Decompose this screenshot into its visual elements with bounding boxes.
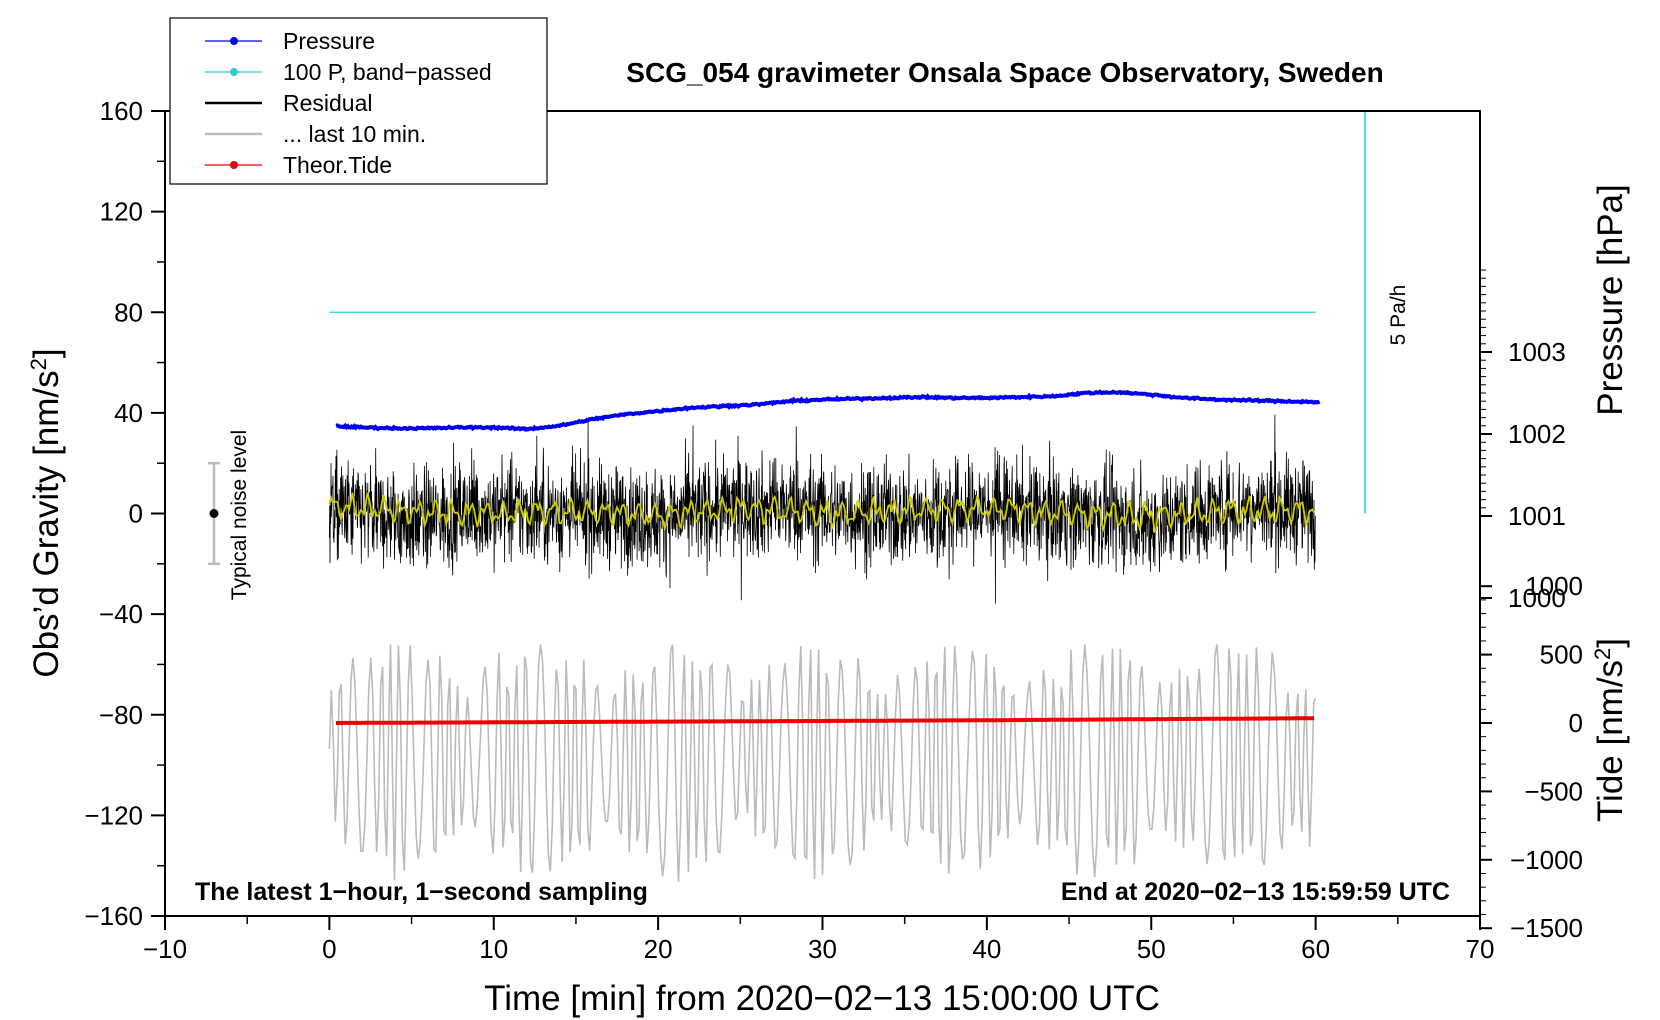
x-tick-label: 0 [322, 934, 336, 964]
series-last-10-min [328, 644, 1317, 882]
pressure-tick-label: 1001 [1508, 501, 1566, 531]
noise-label: Typical noise level [228, 430, 251, 600]
rate-label: 5 Pa/h [1387, 285, 1410, 346]
x-tick-label: 60 [1301, 934, 1330, 964]
series-theor-tide [335, 716, 1315, 725]
tide-tick-label: 0 [1569, 708, 1583, 738]
pressure-tick-label: 1002 [1508, 419, 1566, 449]
x-tick-label: 10 [479, 934, 508, 964]
y-tick-label: 160 [100, 96, 143, 126]
y-tick-label: −120 [84, 800, 143, 830]
series-pressure [335, 389, 1321, 432]
x-tick-label: 50 [1137, 934, 1166, 964]
tide-tick-label: −1000 [1510, 845, 1583, 875]
pressure-tick-label: 1003 [1508, 337, 1566, 367]
pressure-tick-label: 1000 [1508, 583, 1566, 613]
legend-label: Pressure [283, 28, 375, 54]
ticks-layer: −10 0 10 20 30 40 50 60 70 −160 −120 −80 −40 0 40 80 120… [84, 96, 1583, 964]
chart-title: SCG_054 gravimeter Onsala Space Observat… [626, 57, 1383, 88]
sampling-note: The latest 1−hour, 1−second sampling [195, 878, 648, 906]
tide-axis-label-sup: 2 [1590, 648, 1615, 660]
noise-dot [209, 509, 219, 518]
tide-axis-label-close: ] [1591, 638, 1630, 648]
legend-marker [230, 161, 238, 169]
x-tick-label: 40 [972, 934, 1001, 964]
x-tick-label: 30 [808, 934, 837, 964]
tide-tick-label: 500 [1540, 640, 1583, 670]
legend: Pressure 100 P, band−passed Residual ... la… [169, 17, 548, 185]
y-tick-label: 40 [114, 398, 143, 428]
series-residual [329, 414, 1316, 604]
tide-axis-label: Tide [nm/s2] [1590, 638, 1630, 822]
legend-label: 100 P, band−passed [283, 59, 492, 85]
x-tick-label: −10 [143, 934, 187, 964]
tide-tick-label: 1000 [1525, 571, 1583, 601]
legend-label: Residual [283, 90, 373, 116]
y-axis-label-close: ] [27, 348, 66, 358]
end-time-note: End at 2020−02−13 15:59:59 UTC [1061, 878, 1450, 906]
tide-axis-label-main: Tide [nm/s [1591, 660, 1630, 822]
y-tick-label: −160 [84, 901, 143, 931]
y-axis-label: Obs’d Gravity [nm/s2] [26, 348, 66, 677]
y-tick-label: −40 [99, 599, 143, 629]
annotation-layer [208, 111, 1366, 566]
y-tick-label: 120 [100, 197, 143, 227]
x-axis-label: Time [min] from 2020−02−13 15:00:00 UTC [484, 979, 1160, 1018]
tide-tick-label: −1500 [1510, 913, 1583, 943]
x-tick-label: 20 [644, 934, 673, 964]
legend-label: Theor.Tide [283, 152, 392, 178]
legend-entries: Pressure 100 P, band−passed Residual ... la… [205, 28, 492, 178]
y-axis-label-sup: 2 [26, 358, 51, 370]
y-tick-label: −80 [99, 700, 143, 730]
legend-marker [230, 68, 238, 76]
y-tick-label: 0 [129, 499, 143, 529]
tide-tick-label: −500 [1524, 776, 1583, 806]
y-tick-label: 80 [114, 297, 143, 327]
legend-label: ... last 10 min. [283, 121, 426, 147]
pressure-axis-label: Pressure [hPa] [1591, 184, 1630, 416]
series-residual-smoothed [328, 490, 1315, 534]
legend-box [169, 17, 548, 185]
y-axis-label-main: Obs’d Gravity [nm/s [27, 370, 66, 677]
x-tick-label: 70 [1466, 934, 1495, 964]
legend-marker [230, 37, 238, 45]
series-layer [328, 311, 1321, 882]
